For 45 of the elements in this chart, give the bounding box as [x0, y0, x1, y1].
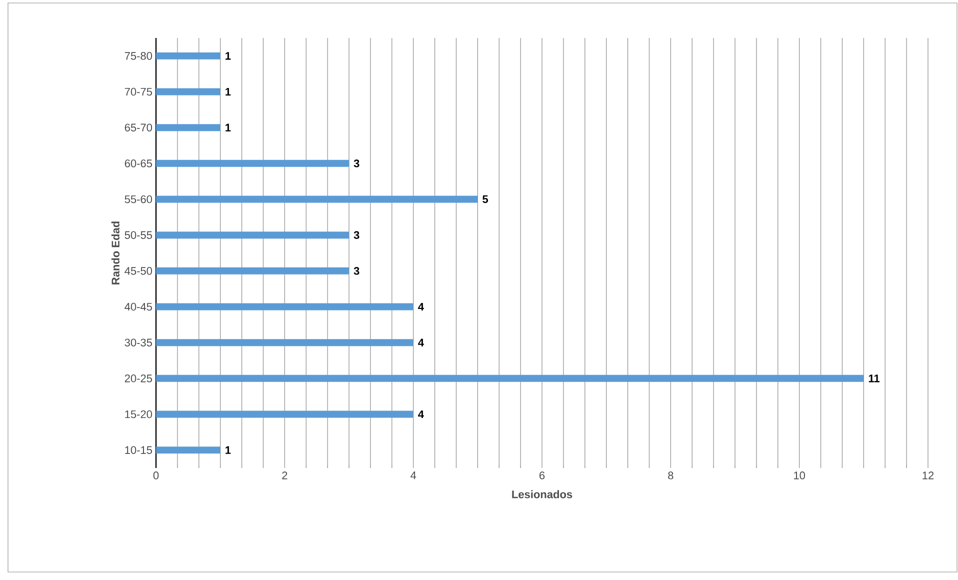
y-tick-label: 55-60 [124, 195, 152, 204]
y-tick-label: 20-25 [124, 374, 152, 382]
data-label: 5 [482, 195, 488, 204]
data-label: 3 [354, 231, 360, 239]
x-tick-label: 2 [282, 472, 288, 480]
y-tick-label: 60-65 [124, 160, 152, 168]
x-tick-label: 6 [540, 472, 545, 480]
data-label: 3 [354, 160, 360, 168]
bar [156, 196, 478, 203]
x-tick-label: 4 [410, 472, 416, 480]
bar [156, 410, 414, 418]
data-label: 3 [354, 267, 360, 275]
bar [156, 446, 220, 454]
bar [156, 88, 220, 96]
data-label: 1 [226, 52, 231, 60]
x-axis-title: Lesionados [512, 490, 572, 498]
y-tick-label: 30-35 [124, 338, 152, 346]
bar [156, 232, 350, 239]
y-tick-label: 65-70 [124, 124, 152, 132]
data-label: 4 [418, 410, 424, 418]
x-tick-label: 8 [668, 472, 674, 480]
bar [156, 52, 220, 60]
bar [156, 374, 864, 382]
bar [156, 303, 414, 310]
data-label: 1 [226, 446, 231, 454]
x-tick-label: 10 [794, 472, 806, 480]
data-label: 4 [418, 338, 424, 346]
y-axis-title: Rando Edad [111, 222, 120, 284]
x-tick-label: 0 [153, 472, 159, 480]
y-tick-label: 75-80 [124, 52, 152, 60]
data-label: 1 [226, 88, 231, 96]
y-tick-label: 10-15 [125, 446, 152, 454]
y-tick-label: 45-50 [124, 267, 152, 275]
y-tick-label: 40-45 [124, 302, 152, 311]
bar [156, 160, 350, 167]
bar [156, 124, 220, 132]
y-tick-label: 70-75 [124, 88, 152, 96]
data-label: 4 [418, 302, 424, 311]
y-tick-label: 15-20 [125, 410, 152, 418]
bar [156, 339, 414, 346]
x-tick-label: 12 [922, 472, 934, 480]
bar [156, 267, 350, 274]
y-tick-label: 50-55 [124, 231, 152, 239]
data-label: 1 [226, 124, 231, 132]
data-label: 11 [868, 374, 880, 382]
